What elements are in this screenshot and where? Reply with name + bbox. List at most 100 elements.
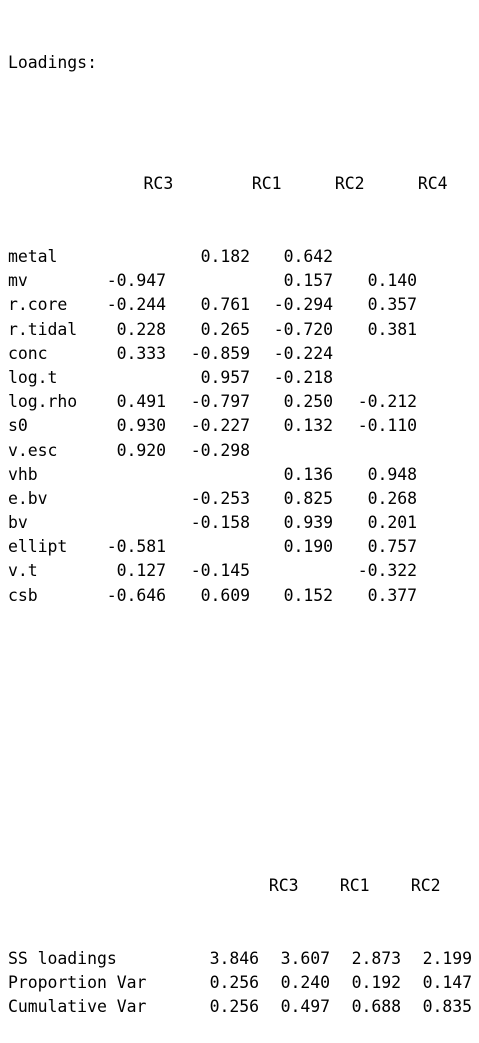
summary-value-rc1: 0.240 [280, 972, 330, 992]
loading-value-rc2: 0.157 [283, 271, 333, 291]
loading-value-rc2: -0.224 [273, 343, 333, 363]
loading-value-rc3: 0.127 [116, 561, 166, 581]
loadings-row: s0 0.930 -0.227 0.132 -0.110 [8, 414, 479, 438]
loadings-row: vhb 0.136 0.948 [8, 463, 479, 487]
loading-value-rc2: 0.152 [283, 585, 333, 605]
loading-value-rc2: -0.720 [273, 319, 333, 339]
loading-value-rc4: 0.357 [367, 295, 417, 315]
loading-value-rc2: 0.250 [283, 392, 333, 412]
row-label: s0 [8, 416, 28, 436]
blank-line [8, 680, 479, 704]
loading-value-rc2: -0.218 [273, 367, 333, 387]
summary-value-rc4: 2.199 [422, 948, 472, 968]
summary-value-rc3: 0.256 [209, 972, 259, 992]
loadings-title: Loadings: [8, 53, 97, 73]
loading-value-rc2: 0.825 [283, 488, 333, 508]
loading-value-rc3: -0.646 [106, 585, 166, 605]
loading-value-rc2: 0.132 [283, 416, 333, 436]
loading-value-rc4: 0.381 [367, 319, 417, 339]
loading-value-rc2: 0.136 [283, 464, 333, 484]
loadings-row: mv -0.947 0.157 0.140 [8, 269, 479, 293]
row-label: v.esc [8, 440, 58, 460]
summary-row-label: SS loadings [8, 948, 117, 968]
loadings-row: r.core -0.244 0.761 -0.294 0.357 [8, 293, 479, 317]
loading-value-rc4: 0.201 [367, 513, 417, 533]
loadings-row: log.rho 0.491 -0.797 0.250 -0.212 [8, 390, 479, 414]
summary-row-label: Proportion Var [8, 972, 147, 992]
loading-value-rc1: -0.859 [190, 343, 250, 363]
loading-value-rc4: 0.757 [367, 537, 417, 557]
loading-value-rc3: -0.947 [106, 271, 166, 291]
row-label: r.tidal [8, 319, 78, 339]
loading-value-rc1: 0.265 [200, 319, 250, 339]
summary-row: Proportion Var 0.256 0.240 0.192 0.147 [8, 971, 479, 995]
header-rc2: RC2 [334, 174, 365, 194]
summary-header-rc1: RC1 [339, 876, 370, 896]
console-output: Loadings: RC3 RC1 RC2 RC4 metal 0.182 0.642 mv… [8, 3, 479, 1043]
row-label: vhb [8, 464, 38, 484]
loading-value-rc2: 0.939 [283, 513, 333, 533]
summary-value-rc4: 0.835 [422, 996, 472, 1016]
loading-value-rc2: -0.294 [273, 295, 333, 315]
loading-value-rc4: 0.377 [367, 585, 417, 605]
row-label: mv [8, 271, 28, 291]
header-rc4: RC4 [417, 174, 448, 194]
loadings-row: v.esc 0.920 -0.298 [8, 439, 479, 463]
summary-value-rc1: 0.497 [280, 996, 330, 1016]
summary-table: SS loadings 3.846 3.607 2.873 2.199 Proportio… [8, 947, 479, 1020]
row-label: metal [8, 247, 58, 266]
loading-value-rc2: 0.642 [283, 247, 333, 266]
summary-value-rc4: 0.147 [422, 972, 472, 992]
row-label: v.t [8, 561, 38, 581]
loading-value-rc3: 0.930 [116, 416, 166, 436]
summary-value-rc3: 3.846 [209, 948, 259, 968]
summary-value-rc3: 0.256 [209, 996, 259, 1016]
loadings-row: csb -0.646 0.609 0.152 0.377 [8, 584, 479, 608]
summary-header-rc2: RC2 [410, 876, 441, 896]
summary-header-rc4: RC4 [441, 874, 479, 898]
header-rc1: RC1 [251, 174, 282, 194]
loading-value-rc1: 0.957 [200, 367, 250, 387]
loading-value-rc1: 0.609 [200, 585, 250, 605]
row-label: r.core [8, 295, 68, 315]
loading-value-rc4: 0.140 [367, 271, 417, 291]
loading-value-rc3: 0.333 [116, 343, 166, 363]
summary-value-rc2: 2.873 [351, 948, 401, 968]
loading-value-rc3: 0.920 [116, 440, 166, 460]
loading-value-rc1: -0.253 [190, 488, 250, 508]
loading-value-rc4: -0.212 [357, 392, 417, 412]
summary-row-label: Cumulative Var [8, 996, 147, 1016]
loading-value-rc1: -0.158 [190, 513, 250, 533]
loading-value-rc4: 0.268 [367, 488, 417, 508]
loading-value-rc1: 0.761 [200, 295, 250, 315]
loadings-header-row: RC3 RC1 RC2 RC4 [8, 148, 479, 193]
loading-value-rc3: -0.244 [106, 295, 166, 315]
row-label: bv [8, 513, 28, 533]
loading-value-rc1: -0.298 [190, 440, 250, 460]
header-rc3: RC3 [143, 174, 174, 194]
row-label: ellipt [8, 537, 68, 557]
blank-line [8, 753, 479, 777]
row-label: csb [8, 585, 38, 605]
loading-value-rc3: -0.581 [106, 537, 166, 557]
row-label: conc [8, 343, 48, 363]
loadings-row: e.bv -0.253 0.825 0.268 [8, 487, 479, 511]
loadings-row: ellipt -0.581 0.190 0.757 [8, 535, 479, 559]
loadings-row: log.t 0.957 -0.218 [8, 366, 479, 390]
loading-value-rc3: 0.228 [116, 319, 166, 339]
loading-value-rc1: -0.227 [190, 416, 250, 436]
summary-value-rc2: 0.192 [351, 972, 401, 992]
loadings-row: conc 0.333 -0.859 -0.224 [8, 342, 479, 366]
row-label: e.bv [8, 488, 48, 508]
summary-row: Cumulative Var 0.256 0.497 0.688 0.835 [8, 995, 479, 1019]
loadings-row: bv -0.158 0.939 0.201 [8, 511, 479, 535]
loading-value-rc4: -0.322 [357, 561, 417, 581]
loading-value-rc3: 0.491 [116, 392, 166, 412]
loading-value-rc2: 0.190 [283, 537, 333, 557]
summary-value-rc1: 3.607 [280, 948, 330, 968]
loadings-row: metal 0.182 0.642 [8, 245, 479, 269]
row-label: log.t [8, 367, 58, 387]
loading-value-rc1: 0.182 [200, 247, 250, 266]
row-label: log.rho [8, 392, 78, 412]
